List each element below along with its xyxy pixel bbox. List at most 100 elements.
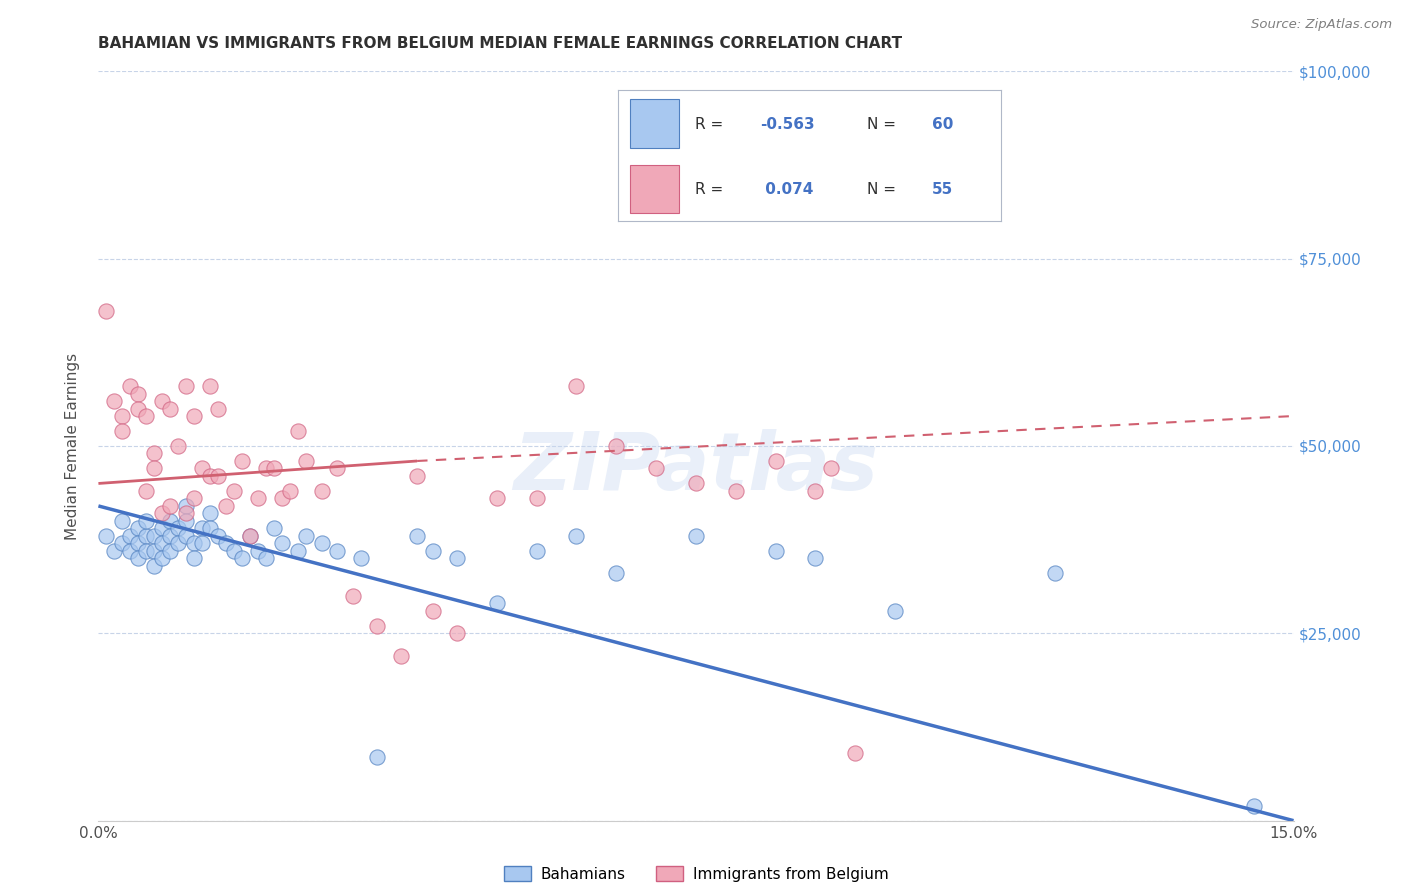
Point <box>278 483 301 498</box>
Point <box>174 499 197 513</box>
Point <box>143 544 166 558</box>
Point <box>120 379 142 393</box>
Point <box>191 536 214 550</box>
Point <box>150 394 173 409</box>
Text: ZIPatlas: ZIPatlas <box>513 429 879 508</box>
Point <box>150 536 173 550</box>
Point <box>159 499 181 513</box>
Point <box>198 379 221 393</box>
Point <box>191 461 214 475</box>
Point <box>191 521 214 535</box>
Point <box>183 536 205 550</box>
Point <box>150 521 173 535</box>
Point <box>207 401 229 416</box>
Point <box>246 544 269 558</box>
Point <box>174 379 197 393</box>
Point <box>111 514 134 528</box>
Point <box>422 544 444 558</box>
Point <box>135 409 157 423</box>
Point <box>685 476 707 491</box>
Point <box>120 544 142 558</box>
Point <box>207 469 229 483</box>
Point <box>103 544 125 558</box>
Point <box>406 529 429 543</box>
Point <box>446 551 468 566</box>
Point <box>605 566 627 581</box>
Point <box>127 536 149 550</box>
Point <box>263 521 285 535</box>
Point <box>167 439 190 453</box>
Point <box>174 507 197 521</box>
Point <box>724 483 747 498</box>
Point <box>127 551 149 566</box>
Point <box>311 536 333 550</box>
Text: Source: ZipAtlas.com: Source: ZipAtlas.com <box>1251 18 1392 31</box>
Point <box>685 529 707 543</box>
Point <box>820 461 842 475</box>
Point <box>215 499 238 513</box>
Text: 60: 60 <box>932 117 953 132</box>
FancyBboxPatch shape <box>630 99 679 148</box>
Point <box>222 544 245 558</box>
Legend: Bahamians, Immigrants from Belgium: Bahamians, Immigrants from Belgium <box>498 860 894 888</box>
Point <box>605 439 627 453</box>
Point <box>159 529 181 543</box>
Point <box>366 750 388 764</box>
Point <box>215 536 238 550</box>
Point <box>135 514 157 528</box>
Point <box>263 461 285 475</box>
Text: -0.563: -0.563 <box>759 117 814 132</box>
Point <box>159 544 181 558</box>
Point <box>135 529 157 543</box>
FancyBboxPatch shape <box>630 165 679 213</box>
Point <box>342 589 364 603</box>
Point <box>135 483 157 498</box>
Point <box>239 529 262 543</box>
Point <box>311 483 333 498</box>
Point <box>103 394 125 409</box>
Point <box>143 558 166 573</box>
Point <box>287 544 309 558</box>
Point <box>159 401 181 416</box>
Point <box>645 461 668 475</box>
Point <box>350 551 373 566</box>
Point <box>167 536 190 550</box>
Point <box>183 409 205 423</box>
Point <box>844 746 866 760</box>
Point <box>127 521 149 535</box>
Point <box>389 648 412 663</box>
Point <box>198 507 221 521</box>
Point <box>198 469 221 483</box>
Point <box>422 604 444 618</box>
Point <box>159 514 181 528</box>
Point <box>183 491 205 506</box>
Point <box>1043 566 1066 581</box>
Point <box>765 454 787 468</box>
Text: N =: N = <box>868 117 901 132</box>
Point <box>326 544 349 558</box>
Point <box>326 461 349 475</box>
Point <box>120 529 142 543</box>
Point <box>254 551 277 566</box>
Point <box>294 529 316 543</box>
Point <box>111 409 134 423</box>
Text: N =: N = <box>868 182 901 197</box>
Text: 0.074: 0.074 <box>759 182 813 197</box>
Point <box>207 529 229 543</box>
Point <box>150 507 173 521</box>
Point <box>167 521 190 535</box>
Point <box>143 529 166 543</box>
Point <box>239 529 262 543</box>
Point <box>406 469 429 483</box>
Point <box>174 514 197 528</box>
Point <box>294 454 316 468</box>
Point <box>804 483 827 498</box>
Point <box>96 304 118 318</box>
Text: BAHAMIAN VS IMMIGRANTS FROM BELGIUM MEDIAN FEMALE EARNINGS CORRELATION CHART: BAHAMIAN VS IMMIGRANTS FROM BELGIUM MEDI… <box>98 36 903 51</box>
Point <box>222 483 245 498</box>
Point <box>150 551 173 566</box>
Point <box>127 401 149 416</box>
Point <box>127 386 149 401</box>
Point <box>231 454 253 468</box>
Point <box>111 424 134 438</box>
